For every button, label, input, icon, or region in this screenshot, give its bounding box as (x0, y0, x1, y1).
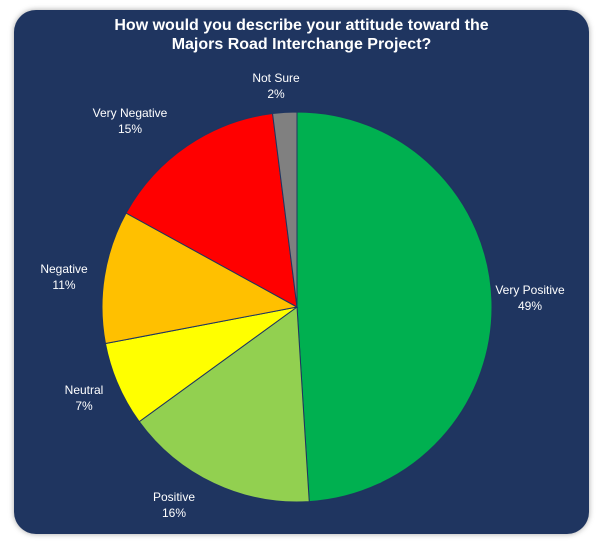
slice-label-value: 15% (118, 122, 142, 136)
pie-slice-very-negative (125, 112, 298, 308)
slice-label-value: 7% (75, 399, 93, 413)
pie-chart: Very Positive 49% Positive 16% Neutral 7% Nega… (40, 71, 565, 520)
slice-label-value: 2% (267, 87, 285, 101)
slice-label-value: 11% (52, 278, 75, 292)
slice-label-name: Not Sure (252, 71, 300, 85)
chart-title: How would you describe your attitude tow… (14, 16, 589, 54)
chart-title-line-2: Majors Road Interchange Project? (171, 36, 432, 53)
pie-slice-negative (101, 212, 299, 345)
slice-label-value: 49% (518, 299, 542, 313)
slice-label-name: Very Positive (495, 283, 565, 297)
pie-slice-very-positive (296, 111, 493, 503)
slice-label-name: Very Negative (93, 106, 168, 120)
pie-slice-not-sure (272, 111, 298, 308)
slice-label-name: Neutral (65, 383, 104, 397)
chart-title-line-1: How would you describe your attitude tow… (114, 17, 489, 34)
chart-frame: How would you describe your attitude tow… (14, 10, 589, 534)
slice-label-value: 16% (162, 506, 186, 520)
pie-slice-positive (138, 306, 310, 503)
slice-label-name: Negative (40, 262, 88, 276)
slice-label-name: Positive (153, 490, 195, 504)
